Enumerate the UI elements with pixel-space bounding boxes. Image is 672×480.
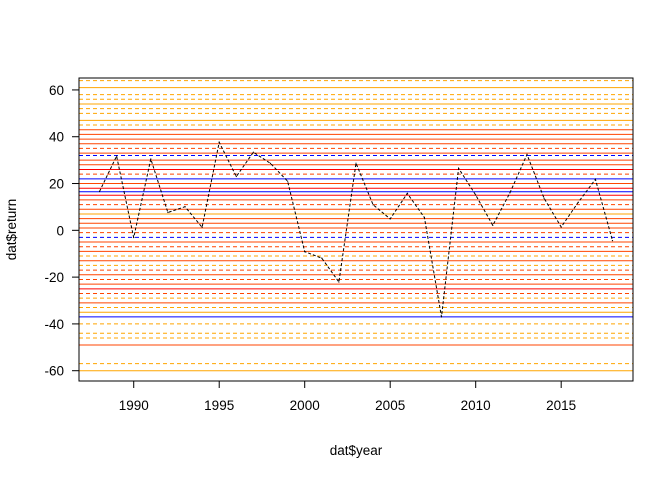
data-point: [355, 162, 357, 164]
data-point: [372, 204, 374, 206]
data-point: [321, 257, 323, 259]
x-tick-label: 2000: [290, 398, 320, 413]
data-point: [304, 251, 306, 253]
data-point: [509, 192, 511, 194]
data-point: [338, 281, 340, 283]
y-tick-label: -40: [44, 317, 64, 332]
data-point: [389, 218, 391, 220]
data-point: [150, 158, 152, 160]
y-tick-label: -60: [44, 364, 64, 379]
x-tick-label: 1995: [204, 398, 234, 413]
x-tick-label: 2005: [375, 398, 405, 413]
data-point: [423, 216, 425, 219]
y-tick-label: 40: [49, 130, 64, 145]
data-point: [611, 240, 614, 242]
data-point: [594, 178, 596, 180]
x-tick-label: 1990: [119, 398, 149, 413]
data-point: [287, 180, 289, 182]
x-tick-label: 2010: [461, 398, 491, 413]
data-point: [543, 197, 545, 199]
data-point: [98, 190, 101, 193]
data-point: [269, 162, 272, 165]
data-point: [235, 175, 237, 178]
x-tick-label: 2015: [546, 398, 576, 413]
series-layer: [98, 140, 614, 318]
data-point: [475, 194, 477, 196]
y-tick-label: 60: [49, 83, 64, 98]
y-tick-label: 20: [49, 177, 64, 192]
data-point: [201, 226, 203, 228]
x-axis: 1990 1995 2000 2005 2010 2015: [119, 380, 576, 413]
data-point: [577, 201, 579, 203]
data-point: [133, 236, 135, 239]
reference-lines: [79, 80, 633, 372]
y-tick-label: -20: [44, 270, 64, 285]
data-point: [560, 226, 562, 228]
data-point: [492, 224, 494, 227]
series-line: [99, 140, 613, 317]
data-point: [406, 192, 408, 194]
y-tick-label: 0: [56, 223, 64, 238]
data-point: [457, 167, 460, 169]
data-point: [218, 141, 220, 143]
y-axis-label: dat$return: [4, 199, 19, 261]
data-point: [526, 153, 528, 156]
x-axis-label: dat$year: [330, 443, 383, 458]
data-point: [167, 211, 169, 214]
data-point: [252, 151, 255, 153]
data-point: [184, 206, 186, 208]
data-point: [116, 155, 118, 157]
data-point: [440, 316, 443, 318]
plot-frame: [78, 77, 634, 382]
y-axis: -60 -40 -20 0 20 40 60: [44, 83, 80, 379]
